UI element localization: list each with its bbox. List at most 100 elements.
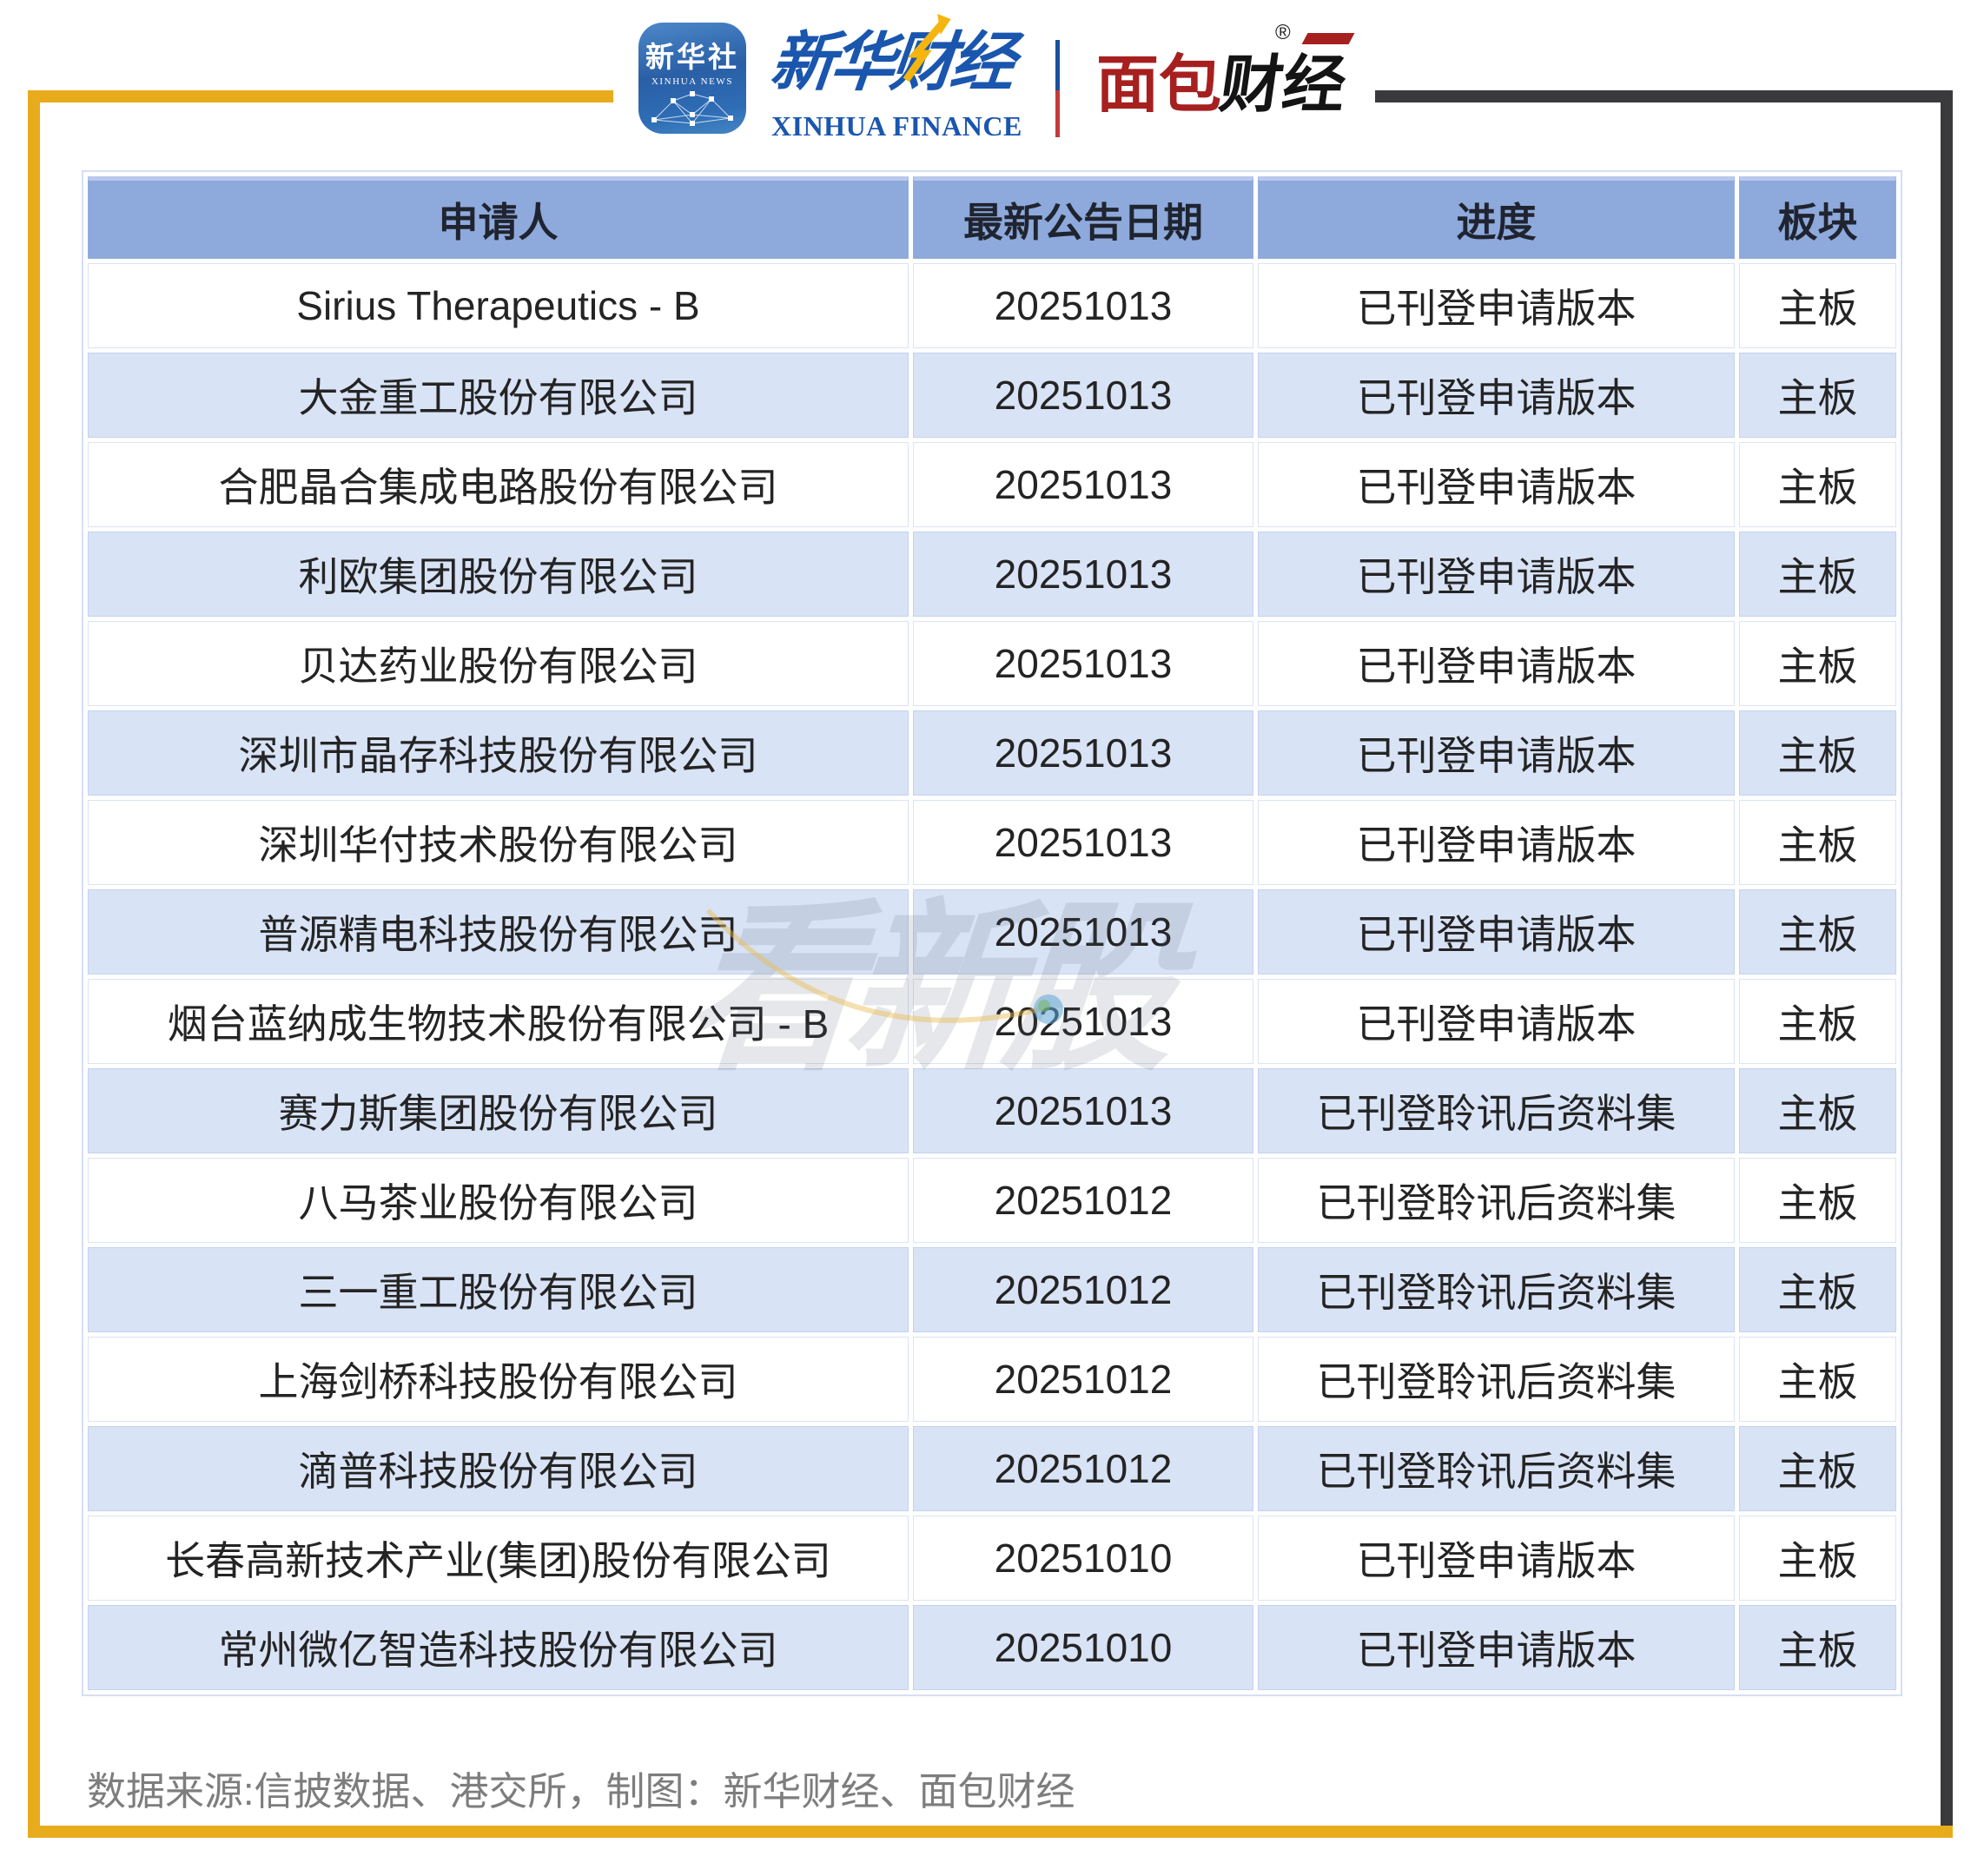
frame-top-right-segment (1375, 90, 1953, 102)
date-cell: 20251013 (913, 800, 1253, 885)
progress-cell: 已刊登申请版本 (1258, 1516, 1735, 1601)
progress-cell: 已刊登申请版本 (1258, 800, 1735, 885)
bread-finance-red-text: 面包 (1096, 50, 1222, 120)
logo-divider (1055, 40, 1060, 137)
date-cell: 20251013 (913, 710, 1253, 796)
table-row: 滴普科技股份有限公司 20251012 已刊登聆讯后资料集 主板 (88, 1426, 1896, 1511)
board-cell: 主板 (1739, 710, 1896, 796)
applicant-cell: 深圳华付技术股份有限公司 (88, 800, 909, 885)
date-cell: 20251012 (913, 1426, 1253, 1511)
brand-header: 新华社 XINHUA NEWS 新华财经 XINHUA FINANCE 面包财 (0, 0, 1984, 161)
table-row: 大金重工股份有限公司 20251013 已刊登申请版本 主板 (88, 353, 1896, 438)
date-cell: 20251013 (913, 621, 1253, 706)
table-header-row: 申请人 最新公告日期 进度 板块 (88, 176, 1896, 259)
board-cell: 主板 (1739, 889, 1896, 974)
board-cell: 主板 (1739, 263, 1896, 348)
date-cell: 20251013 (913, 353, 1253, 438)
progress-cell: 已刊登申请版本 (1258, 889, 1735, 974)
applicant-cell: 上海剑桥科技股份有限公司 (88, 1337, 909, 1422)
data-source-note: 数据来源:信披数据、港交所，制图：新华财经、面包财经 (87, 1769, 1075, 1813)
table-header: 申请人 最新公告日期 进度 板块 (88, 176, 1896, 259)
board-cell: 主板 (1739, 353, 1896, 438)
board-cell: 主板 (1739, 800, 1896, 885)
board-cell: 主板 (1739, 1158, 1896, 1243)
col-header-latest-announcement-date: 最新公告日期 (913, 176, 1253, 259)
date-cell: 20251013 (913, 979, 1253, 1064)
bread-finance-stripe (1301, 33, 1355, 44)
registered-mark: ® (1275, 21, 1291, 44)
frame-left-edge (28, 90, 40, 1838)
applicant-cell: 贝达药业股份有限公司 (88, 621, 909, 706)
applicant-cell: 八马茶业股份有限公司 (88, 1158, 909, 1243)
xinhua-finance-logo: 新华财经 XINHUA FINANCE (767, 10, 1023, 142)
xinhua-news-subtitle: XINHUA NEWS (651, 76, 734, 87)
board-cell: 主板 (1739, 1247, 1896, 1332)
date-cell: 20251012 (913, 1158, 1253, 1243)
progress-cell: 已刊登申请版本 (1258, 621, 1735, 706)
board-cell: 主板 (1739, 1426, 1896, 1511)
date-cell: 20251010 (913, 1516, 1253, 1601)
applicant-cell: 常州微亿智造科技股份有限公司 (88, 1605, 909, 1690)
progress-cell: 已刊登聆讯后资料集 (1258, 1426, 1735, 1511)
progress-cell: 已刊登聆讯后资料集 (1258, 1068, 1735, 1153)
board-cell: 主板 (1739, 1337, 1896, 1422)
table-row: 普源精电科技股份有限公司 20251013 已刊登申请版本 主板 (88, 889, 1896, 974)
progress-cell: 已刊登聆讯后资料集 (1258, 1337, 1735, 1422)
xinhua-finance-en-text: XINHUA FINANCE (771, 110, 1022, 142)
date-cell: 20251013 (913, 263, 1253, 348)
table-row: 利欧集团股份有限公司 20251013 已刊登申请版本 主板 (88, 532, 1896, 617)
progress-cell: 已刊登申请版本 (1258, 1605, 1735, 1690)
table-row: 三一重工股份有限公司 20251012 已刊登聆讯后资料集 主板 (88, 1247, 1896, 1332)
board-cell: 主板 (1739, 442, 1896, 527)
xinhua-finance-cn-label: 新华财经 (767, 26, 1015, 98)
ipo-table: 申请人 最新公告日期 进度 板块 Sirius Therapeutics - B… (83, 172, 1901, 1694)
xinhua-news-app-icon: 新华社 XINHUA NEWS (638, 23, 746, 134)
applicant-cell: 滴普科技股份有限公司 (88, 1426, 909, 1511)
board-cell: 主板 (1739, 532, 1896, 617)
frame-top-left-segment (28, 90, 613, 102)
board-cell: 主板 (1739, 979, 1896, 1064)
table-row: 深圳华付技术股份有限公司 20251013 已刊登申请版本 主板 (88, 800, 1896, 885)
applicant-cell: 大金重工股份有限公司 (88, 353, 909, 438)
table-row: 常州微亿智造科技股份有限公司 20251010 已刊登申请版本 主板 (88, 1605, 1896, 1690)
progress-cell: 已刊登申请版本 (1258, 263, 1735, 348)
table-row: 长春高新技术产业(集团)股份有限公司 20251010 已刊登申请版本 主板 (88, 1516, 1896, 1601)
applicant-cell: Sirius Therapeutics - B (88, 263, 909, 348)
applicant-cell: 利欧集团股份有限公司 (88, 532, 909, 617)
progress-cell: 已刊登申请版本 (1258, 979, 1735, 1064)
date-cell: 20251012 (913, 1247, 1253, 1332)
table-row: Sirius Therapeutics - B 20251013 已刊登申请版本… (88, 263, 1896, 348)
xinhua-news-title: 新华社 (645, 41, 739, 73)
xinhua-finance-cn-text: 新华财经 (766, 10, 1028, 103)
progress-cell: 已刊登申请版本 (1258, 532, 1735, 617)
col-header-progress: 进度 (1258, 176, 1735, 259)
date-cell: 20251010 (913, 1605, 1253, 1690)
date-cell: 20251013 (913, 442, 1253, 527)
board-cell: 主板 (1739, 621, 1896, 706)
col-header-board: 板块 (1739, 176, 1896, 259)
applicant-cell: 合肥晶合集成电路股份有限公司 (88, 442, 909, 527)
constellation-graphic (651, 91, 733, 126)
progress-cell: 已刊登申请版本 (1258, 442, 1735, 527)
table-row: 烟台蓝纳成生物技术股份有限公司 - B 20251013 已刊登申请版本 主板 (88, 979, 1896, 1064)
applicant-cell: 三一重工股份有限公司 (88, 1247, 909, 1332)
bread-finance-logo: 面包财经 ® (1096, 21, 1355, 124)
applicant-cell: 烟台蓝纳成生物技术股份有限公司 - B (88, 979, 909, 1064)
col-header-applicant: 申请人 (88, 176, 909, 259)
date-cell: 20251013 (913, 1068, 1253, 1153)
table-row: 八马茶业股份有限公司 20251012 已刊登聆讯后资料集 主板 (88, 1158, 1896, 1243)
table-row: 深圳市晶存科技股份有限公司 20251013 已刊登申请版本 主板 (88, 710, 1896, 796)
progress-cell: 已刊登聆讯后资料集 (1258, 1158, 1735, 1243)
board-cell: 主板 (1739, 1605, 1896, 1690)
frame-bottom-edge (28, 1826, 1953, 1838)
applicant-cell: 深圳市晶存科技股份有限公司 (88, 710, 909, 796)
ipo-table-wrap: 申请人 最新公告日期 进度 板块 Sirius Therapeutics - B… (83, 172, 1901, 1694)
table-row: 贝达药业股份有限公司 20251013 已刊登申请版本 主板 (88, 621, 1896, 706)
progress-cell: 已刊登申请版本 (1258, 353, 1735, 438)
progress-cell: 已刊登申请版本 (1258, 710, 1735, 796)
date-cell: 20251012 (913, 1337, 1253, 1422)
table-row: 合肥晶合集成电路股份有限公司 20251013 已刊登申请版本 主板 (88, 442, 1896, 527)
applicant-cell: 长春高新技术产业(集团)股份有限公司 (88, 1516, 909, 1601)
bread-finance-black-text: 财经 (1215, 50, 1351, 120)
table-row: 上海剑桥科技股份有限公司 20251012 已刊登聆讯后资料集 主板 (88, 1337, 1896, 1422)
